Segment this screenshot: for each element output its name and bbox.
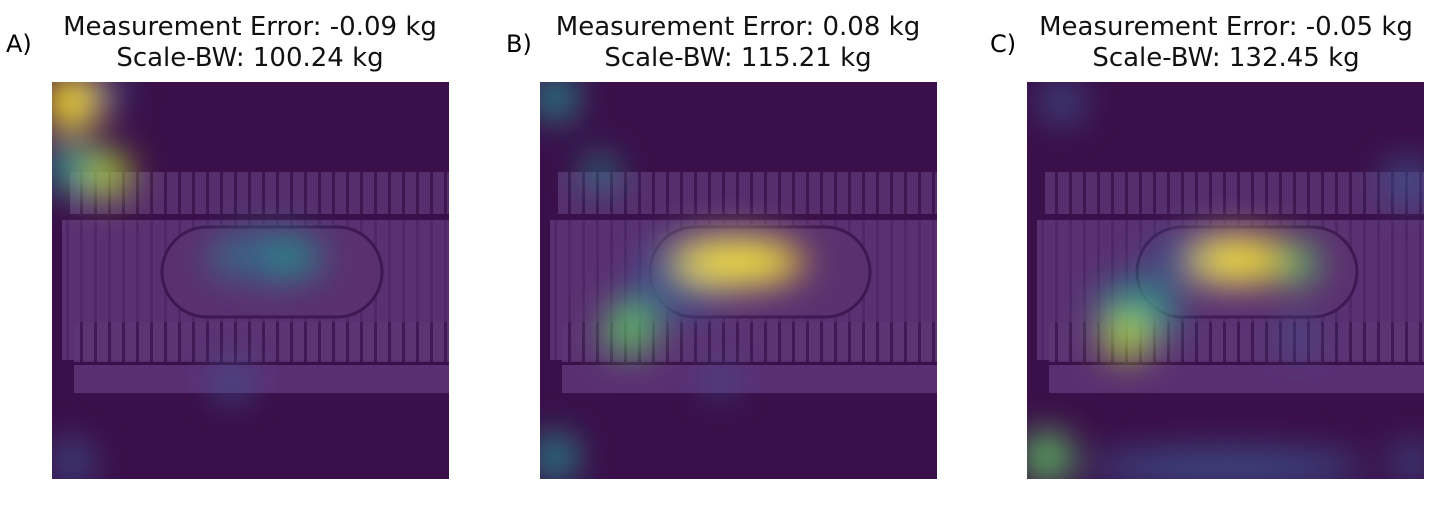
heatmap-image	[52, 82, 449, 479]
heatmap-overlay	[540, 82, 937, 479]
measurement-error-label: Measurement Error: 0.08 kg	[555, 12, 921, 42]
panel-a: A) Measurement Error: -0.09 kg Scale-BW:…	[0, 0, 480, 506]
scale-bw-label: Scale-BW: 115.21 kg	[604, 43, 872, 73]
panel-title: Measurement Error: -0.09 kg Scale-BW: 10…	[50, 12, 450, 74]
panel-letter: C)	[990, 30, 1017, 58]
panel-title: Measurement Error: 0.08 kg Scale-BW: 115…	[538, 12, 938, 74]
measurement-error-label: Measurement Error: -0.05 kg	[1039, 12, 1413, 42]
panel-title: Measurement Error: -0.05 kg Scale-BW: 13…	[1026, 12, 1426, 74]
scale-bw-label: Scale-BW: 100.24 kg	[116, 43, 384, 73]
heatmap-image	[540, 82, 937, 479]
heatmap-overlay	[1027, 82, 1424, 479]
panel-letter: B)	[506, 30, 532, 58]
measurement-error-label: Measurement Error: -0.09 kg	[63, 12, 437, 42]
panel-c: C) Measurement Error: -0.05 kg Scale-BW:…	[960, 0, 1440, 506]
heatmap-image	[1027, 82, 1424, 479]
panel-b: B) Measurement Error: 0.08 kg Scale-BW: …	[480, 0, 960, 506]
panel-letter: A)	[6, 30, 32, 58]
scale-bw-label: Scale-BW: 132.45 kg	[1092, 43, 1360, 73]
heatmap-overlay	[52, 82, 449, 479]
